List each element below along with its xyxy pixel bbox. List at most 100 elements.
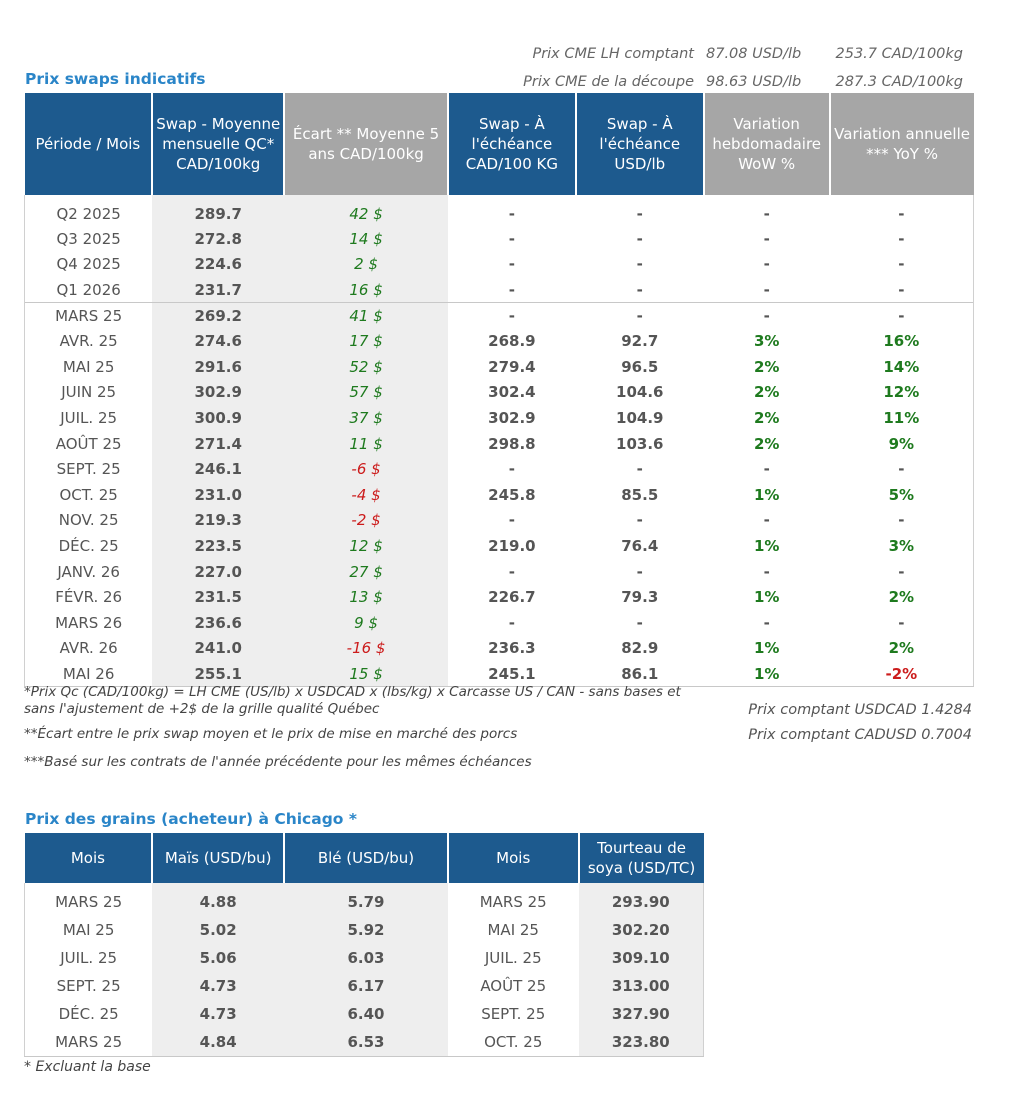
swaps-cell-yoy: 5% (829, 481, 974, 508)
swaps-cell-monthly-avg: 236.6 (152, 609, 285, 636)
swaps-cell-monthly-avg: 300.9 (152, 405, 285, 431)
grains-col-month: Mois (24, 833, 154, 883)
swaps-cell-yoy: 2% (829, 584, 974, 610)
swaps-cell-yoy: 3% (829, 533, 974, 559)
grains-cell-wheat: 5.79 (284, 883, 448, 916)
swaps-cell-period: NOV. 25 (24, 507, 153, 534)
cme-cutout-label: Prix CME de la découpe (523, 74, 694, 90)
grains-col-wheat: Blé (USD/bu) (284, 833, 449, 883)
swaps-cell-expiry-usd: - (636, 613, 643, 632)
swaps-cell-monthly-avg: 274.6 (152, 328, 285, 354)
swaps-cell-yoy: - (829, 226, 974, 252)
swaps-cell-expiry-cad: - (508, 280, 515, 299)
grains-cell-month: MARS 25 (24, 883, 153, 916)
grains-cell-month-2: MAI 25 (487, 921, 539, 939)
fx-cadusd: Prix comptant CADUSD 0.7004 (748, 727, 972, 743)
swaps-cell-expiry-cad: 268.9 (488, 332, 536, 351)
swaps-row: MARS 25 269.2 41 $ - - - - (24, 302, 974, 329)
swaps-cell-spread: 9 $ (284, 609, 448, 636)
swaps-row: MAI 26 255.1 15 $245.1 86.1 1% -2% (24, 661, 974, 688)
swaps-cell-monthly-avg: 255.1 (152, 661, 285, 688)
swaps-row: AOÛT 25 271.4 11 $ 298.8 103.6 2% 9% (24, 430, 974, 457)
swaps-cell-period: MAI 26 (24, 661, 153, 688)
swaps-row: JUIL. 25 300.9 37 $ 302.9 104.9 2% 11% (24, 405, 974, 431)
swaps-cell-expiry-usd: 85.5 (621, 485, 659, 504)
swaps-cell-monthly-avg: 269.2 (152, 302, 285, 329)
swaps-cell-expiry-cad: - (508, 562, 515, 581)
swaps-cell-wow: - (763, 562, 770, 581)
swaps-header-row: Période / Mois Swap - Moyenne mensuelle … (24, 93, 974, 195)
cme-cutout-cad: 287.3 CAD/100kg (835, 74, 964, 90)
swaps-cell-yoy: - (829, 195, 974, 226)
cme-spot-label: Prix CME LH comptant (532, 46, 694, 62)
grains-cell-month-2: MARS 25 (479, 892, 547, 911)
swaps-cell-period: Q2 2025 (24, 195, 153, 226)
cme-spot-cad: 253.7 CAD/100kg (835, 46, 964, 62)
swaps-cell-expiry-cad: 298.8 (488, 434, 536, 453)
swaps-cell-period: MARS 26 (24, 609, 153, 636)
grains-cell-month-2: OCT. 25 (447, 1028, 579, 1057)
swaps-cell-monthly-avg: 246.1 (152, 456, 285, 482)
swaps-cell-yoy: 9% (829, 430, 974, 457)
swaps-cell-expiry-cad: 245.8 (488, 485, 536, 504)
swaps-cell-wow: - (763, 229, 770, 248)
grains-cell-month: JUIL. 25 (24, 944, 153, 972)
swaps-cell-expiry-usd: - (636, 229, 643, 248)
fx-usdcad: Prix comptant USDCAD 1.4284 (748, 702, 972, 718)
swaps-cell-yoy: -2% (829, 661, 974, 688)
grains-cell-wheat: 6.53 (284, 1028, 448, 1057)
swaps-col-expiry-cad: Swap - À l'échéance CAD/100 KG (447, 93, 577, 195)
swaps-cell-monthly-avg: 291.6 (152, 353, 285, 380)
swaps-cell-spread: 2 $ (284, 251, 448, 278)
grains-cell-month: DÉC. 25 (24, 1000, 153, 1028)
grains-row: SEPT. 25 4.73 6.17 AOÛT 25 313.00 (24, 972, 704, 1000)
swaps-cell-expiry-cad: - (508, 460, 515, 479)
swaps-cell-expiry-usd: - (636, 460, 643, 479)
swaps-cell-spread: 57 $ (284, 379, 448, 406)
swaps-cell-yoy: - (829, 277, 974, 303)
grains-cell-corn: 4.84 (152, 1028, 285, 1057)
swaps-cell-spread: 13 $ (284, 584, 448, 610)
grains-cell-wheat: 6.17 (284, 972, 448, 1000)
swaps-cell-wow: - (763, 280, 770, 299)
swaps-table: Période / Mois Swap - Moyenne mensuelle … (24, 93, 974, 688)
swaps-cell-expiry-cad: - (508, 229, 515, 248)
swaps-row: FÉVR. 26 231.5 13 $ 226.7 79.3 1% 2% (24, 584, 974, 610)
swaps-cell-expiry-usd: 104.6 (616, 383, 664, 402)
swaps-cell-expiry-cad: 219.0 (488, 536, 536, 555)
swaps-cell-expiry-usd: - (575, 302, 704, 329)
grains-cell-month-2: AOÛT 25 (480, 977, 547, 995)
grains-cell-soymeal: 309.10 (578, 944, 704, 972)
swaps-cell-yoy: - (829, 302, 974, 329)
swaps-cell-yoy: 11% (829, 405, 974, 431)
swaps-cell-period: Q3 2025 (24, 226, 153, 252)
swaps-cell-spread: -2 $ (284, 507, 448, 534)
swaps-row: SEPT. 25 246.1 -6 $ - - - - (24, 456, 974, 482)
swaps-row: JANV. 26 227.0 27 $ - - - - (24, 558, 974, 585)
grains-row: DÉC. 25 4.73 6.40 SEPT. 25 327.90 (24, 1000, 704, 1028)
swaps-row: MAI 25 291.6 52 $ 279.4 96.5 2% 14% (24, 353, 974, 380)
swaps-cell-yoy: 16% (829, 328, 974, 354)
swaps-cell-monthly-avg: 223.5 (152, 533, 285, 559)
swaps-cell-yoy: - (829, 251, 974, 278)
swaps-cell-expiry-cad: 245.1 (447, 661, 576, 688)
swaps-cell-wow: 3% (753, 332, 780, 351)
swaps-cell-spread: 12 $ (284, 533, 448, 559)
swaps-cell-wow: - (763, 204, 770, 223)
footnote-qc-price: *Prix Qc (CAD/100kg) = LH CME (US/lb) x … (24, 684, 681, 717)
swaps-cell-expiry-usd: 103.6 (616, 434, 664, 453)
swaps-cell-spread: 37 $ (284, 405, 448, 431)
swaps-cell-monthly-avg: 271.4 (152, 430, 285, 457)
cme-spot-row: Prix CME LH comptant 87.08 USD/lb 253.7 … (430, 40, 975, 68)
swaps-cell-period: OCT. 25 (24, 481, 153, 508)
swaps-cell-wow: - (763, 460, 770, 479)
cme-cutout-usd: 98.63 USD/lb (706, 74, 802, 90)
grains-cell-wheat: 6.40 (284, 1000, 448, 1028)
swaps-cell-spread: 16 $ (284, 277, 448, 303)
swaps-cell-expiry-cad: 302.9 (488, 408, 536, 427)
swaps-cell-expiry-cad: 302.4 (488, 383, 536, 402)
swaps-cell-expiry-usd: 82.9 (621, 639, 659, 658)
swaps-row: Q1 2026 231.7 16 $ - - - - (24, 277, 974, 303)
swaps-cell-period: AVR. 25 (24, 328, 153, 354)
swaps-cell-spread: 27 $ (284, 558, 448, 585)
